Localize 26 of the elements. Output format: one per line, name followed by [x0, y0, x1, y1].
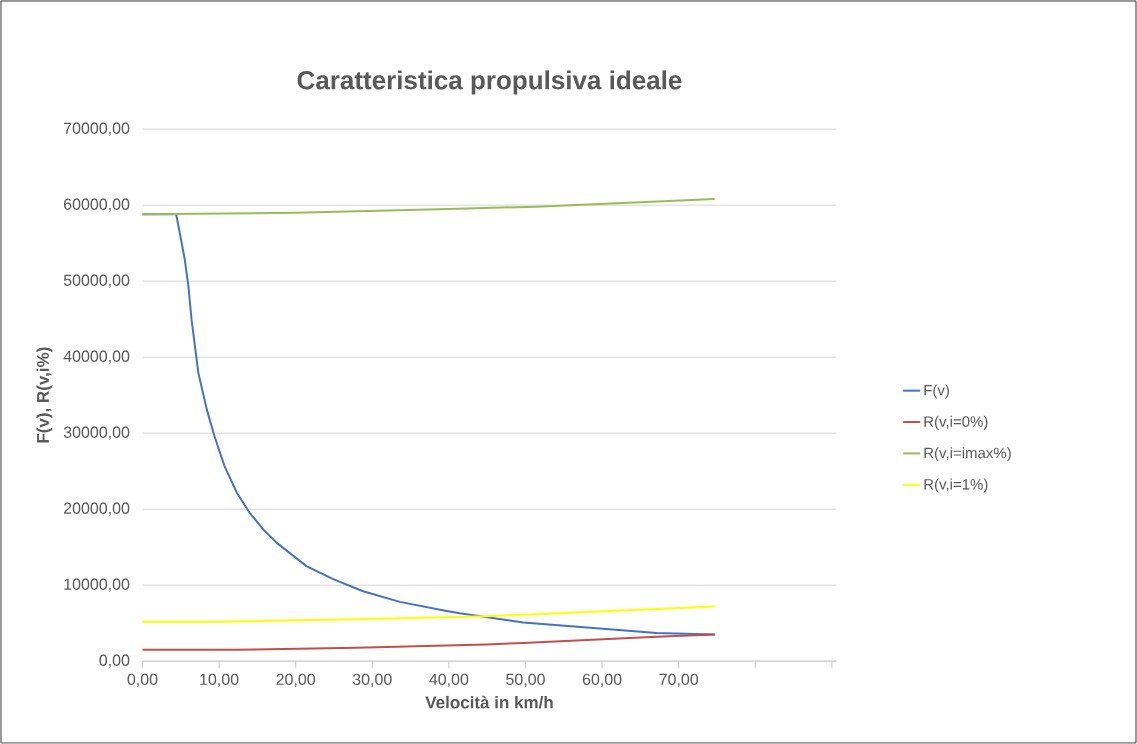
line-series	[141, 198, 716, 216]
y-tick-label: 30000,00	[63, 426, 130, 440]
legend-label: R(v,i=imax%)	[924, 447, 1011, 462]
x-axis-title: Velocità in km/h	[425, 695, 553, 709]
y-axis-title: F(v), R(v,i%)	[36, 347, 53, 443]
y-tick-label: 20000,00	[64, 502, 130, 516]
legend-label: R(v,i=1%)	[924, 478, 988, 493]
legend-label: R(v,i=0%)	[924, 415, 988, 430]
legend-label: F(v)	[924, 384, 949, 399]
x-tick-label: 40,00	[429, 673, 469, 687]
x-tick-label: 10,00	[200, 673, 239, 687]
x-tick-label: 60,00	[582, 673, 622, 687]
x-tick-label: 70,00	[659, 673, 699, 687]
y-tick-label: 50000,00	[63, 274, 130, 288]
x-tick-label: 50,00	[506, 673, 545, 687]
x-tick-label: 30,00	[352, 673, 392, 687]
y-tick-label: 40000,00	[63, 350, 130, 364]
y-tick-label: 10000,00	[64, 578, 130, 592]
line-series	[141, 605, 716, 623]
y-tick-label: 70000,00	[64, 122, 130, 136]
y-tick-label: 60000,00	[64, 198, 130, 212]
x-tick-label: 20,00	[276, 673, 316, 687]
chart-title: Caratteristica propulsiva ideale	[297, 70, 682, 95]
x-tick-label: 0,00	[127, 673, 158, 687]
y-tick-label: 0,00	[99, 654, 130, 668]
line-series	[141, 633, 716, 651]
